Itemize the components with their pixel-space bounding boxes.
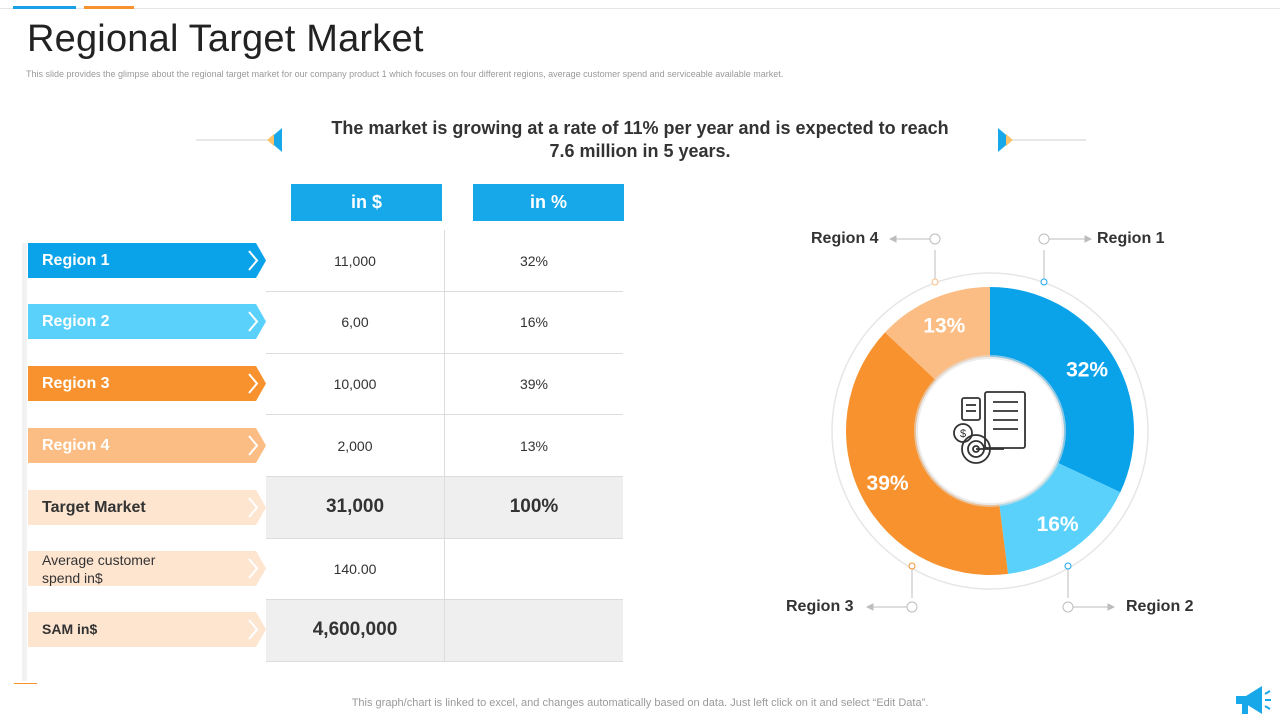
cell-avg-spend-dollar: 140.00 <box>333 561 377 577</box>
sam-label: SAM in$ <box>42 621 98 637</box>
cell-region-2-percent: 16% <box>519 314 549 330</box>
page-title: Regional Target Market <box>27 18 424 60</box>
row-label-avg-spend: Average customer spend in$ <box>28 551 266 586</box>
accent-bar-orange <box>84 6 134 9</box>
donut-slice-4 <box>885 287 990 381</box>
slice-label-2: 16% <box>1037 513 1079 536</box>
donut-slice-2 <box>999 462 1121 574</box>
region-2-label: Region 2 <box>42 313 110 330</box>
region-1-label: Region 1 <box>42 252 110 269</box>
cell-region-2-dollar: 6,00 <box>341 314 369 330</box>
donut-slice-3 <box>846 332 1009 575</box>
row-label-region-2: Region 2 <box>28 304 266 339</box>
top-rule <box>0 8 1280 9</box>
cell-target-market-percent: 100% <box>509 496 559 517</box>
page-subtitle: This slide provides the glimpse about th… <box>26 69 784 79</box>
left-rail <box>22 243 27 681</box>
column-header-percent: in % <box>473 184 624 221</box>
outer-ring <box>831 272 1149 590</box>
row-label-region-3: Region 3 <box>28 366 266 401</box>
row-label-region-1: Region 1 <box>28 243 266 278</box>
right-arrow-icon <box>998 128 1086 152</box>
headline-line-1: The market is growing at a rate of 11% p… <box>331 118 949 138</box>
column-header-dollar: in $ <box>291 184 442 221</box>
slice-label-3: 39% <box>867 472 909 495</box>
footer-note: This graph/chart is linked to excel, and… <box>351 697 929 709</box>
cell-target-market-dollar: 31,000 <box>325 496 385 517</box>
region-donut-chart: 32% 16% 39% 13% $ <box>831 233 1149 613</box>
legend-region-2: Region 2 <box>1126 598 1194 615</box>
cell-region-4-percent: 13% <box>519 438 549 454</box>
row-divider <box>266 661 623 662</box>
bottom-accent <box>14 683 37 684</box>
avg-spend-label-line-1: Average customer <box>42 552 156 568</box>
cell-region-3-percent: 39% <box>519 376 549 392</box>
slice-label-1: 32% <box>1066 358 1108 381</box>
connectors <box>865 233 1116 613</box>
legend-region-4: Region 4 <box>811 230 879 247</box>
avg-spend-label: Average customer spend in$ <box>42 551 155 587</box>
left-arrow-icon <box>196 128 282 152</box>
headline-line-2: 7.6 million in 5 years. <box>549 141 731 161</box>
donut-hole <box>916 357 1064 505</box>
donut-slice-1 <box>990 287 1134 493</box>
column-divider <box>444 230 445 661</box>
cell-region-1-percent: 32% <box>519 253 549 269</box>
cell-region-4-dollar: 2,000 <box>337 438 373 454</box>
accent-bar-blue <box>13 6 76 9</box>
region-3-label: Region 3 <box>42 375 110 392</box>
megaphone-icon <box>1236 686 1271 714</box>
slice-label-4: 13% <box>923 314 965 337</box>
avg-spend-label-line-2: spend in$ <box>42 570 103 586</box>
legend-region-3: Region 3 <box>786 598 854 615</box>
target-market-label: Target Market <box>42 499 146 516</box>
cell-sam-dollar: 4,600,000 <box>312 619 398 640</box>
svg-text:$: $ <box>960 428 966 440</box>
cell-region-1-dollar: 11,000 <box>334 253 376 269</box>
growth-headline: The market is growing at a rate of 11% p… <box>300 117 980 163</box>
cell-region-3-dollar: 10,000 <box>333 376 377 392</box>
region-4-label: Region 4 <box>42 437 110 454</box>
target-market-icon: $ <box>953 391 1026 464</box>
row-label-target-market: Target Market <box>28 490 266 525</box>
row-label-sam: SAM in$ <box>28 612 266 647</box>
legend-region-1: Region 1 <box>1097 230 1165 247</box>
row-label-region-4: Region 4 <box>28 428 266 463</box>
